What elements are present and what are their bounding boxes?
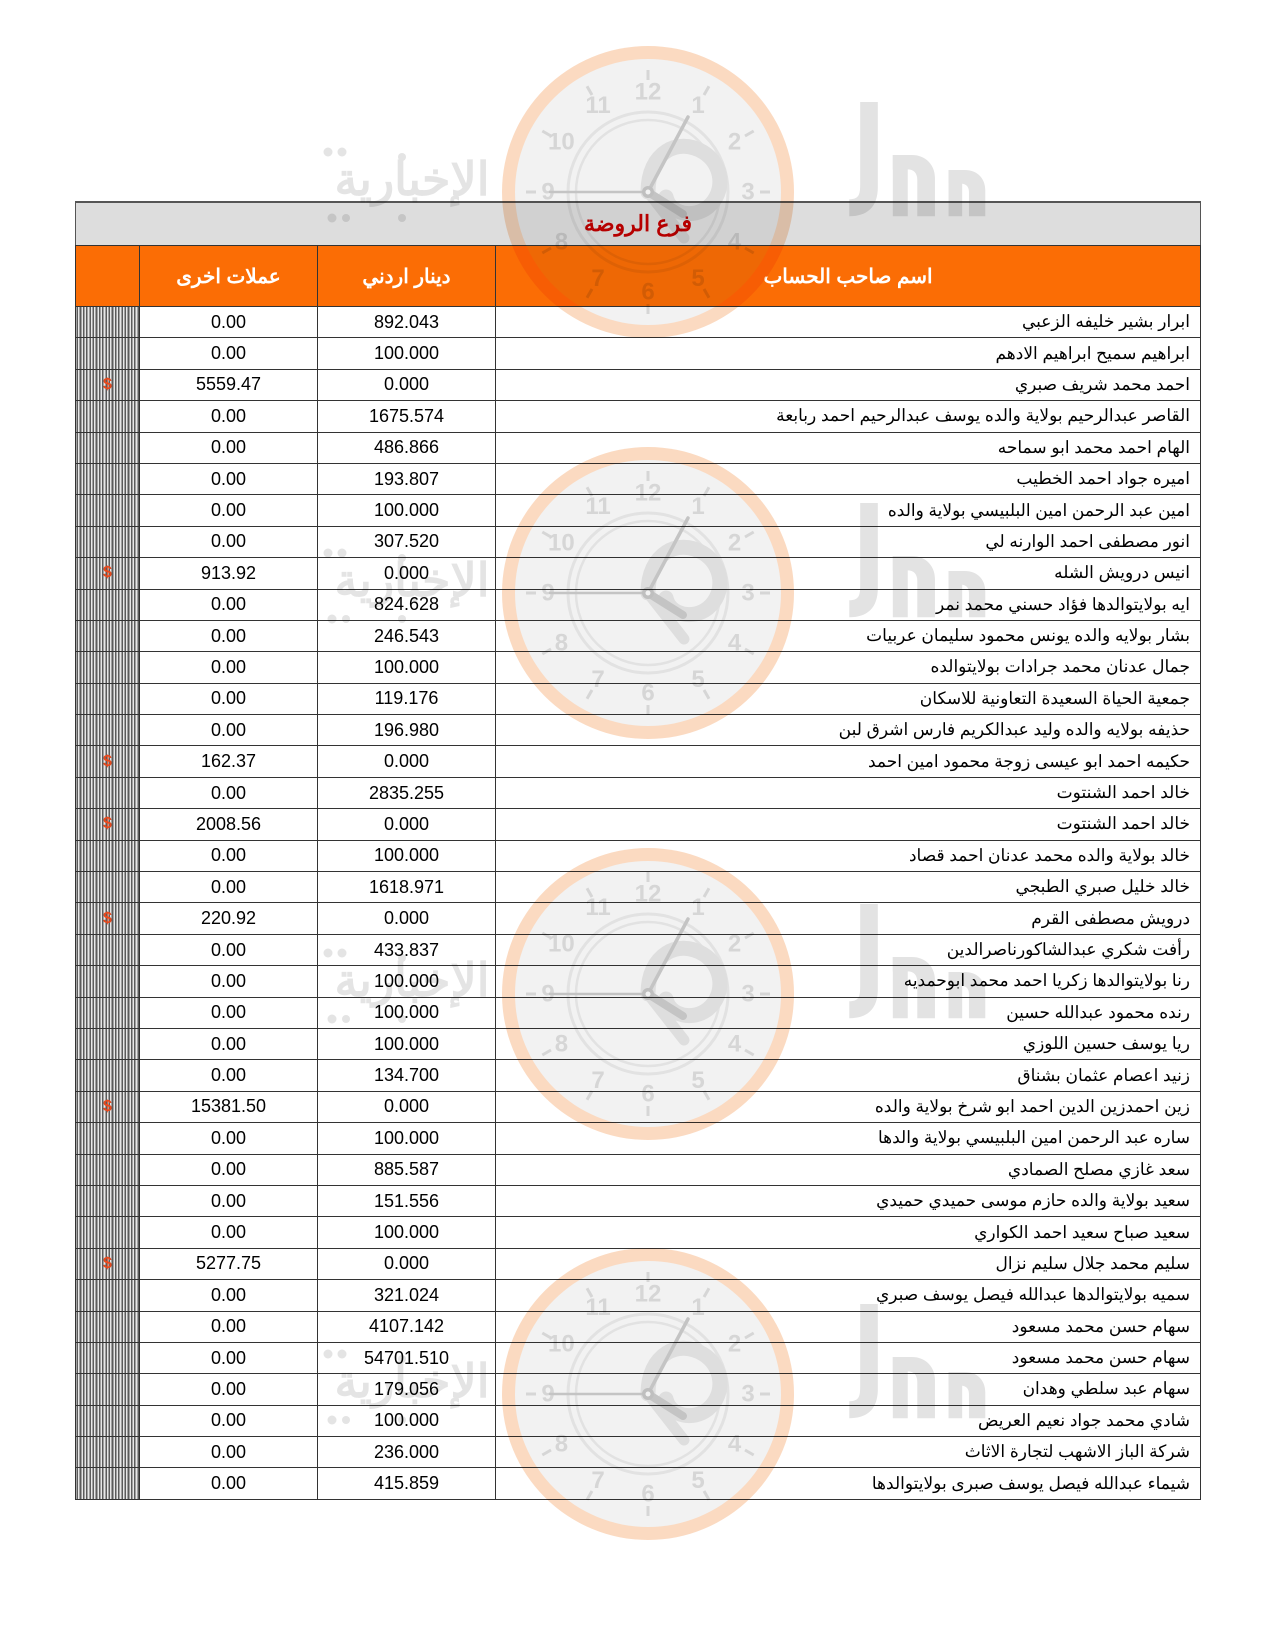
svg-text:الإخبارية: الإخبارية <box>334 153 489 208</box>
